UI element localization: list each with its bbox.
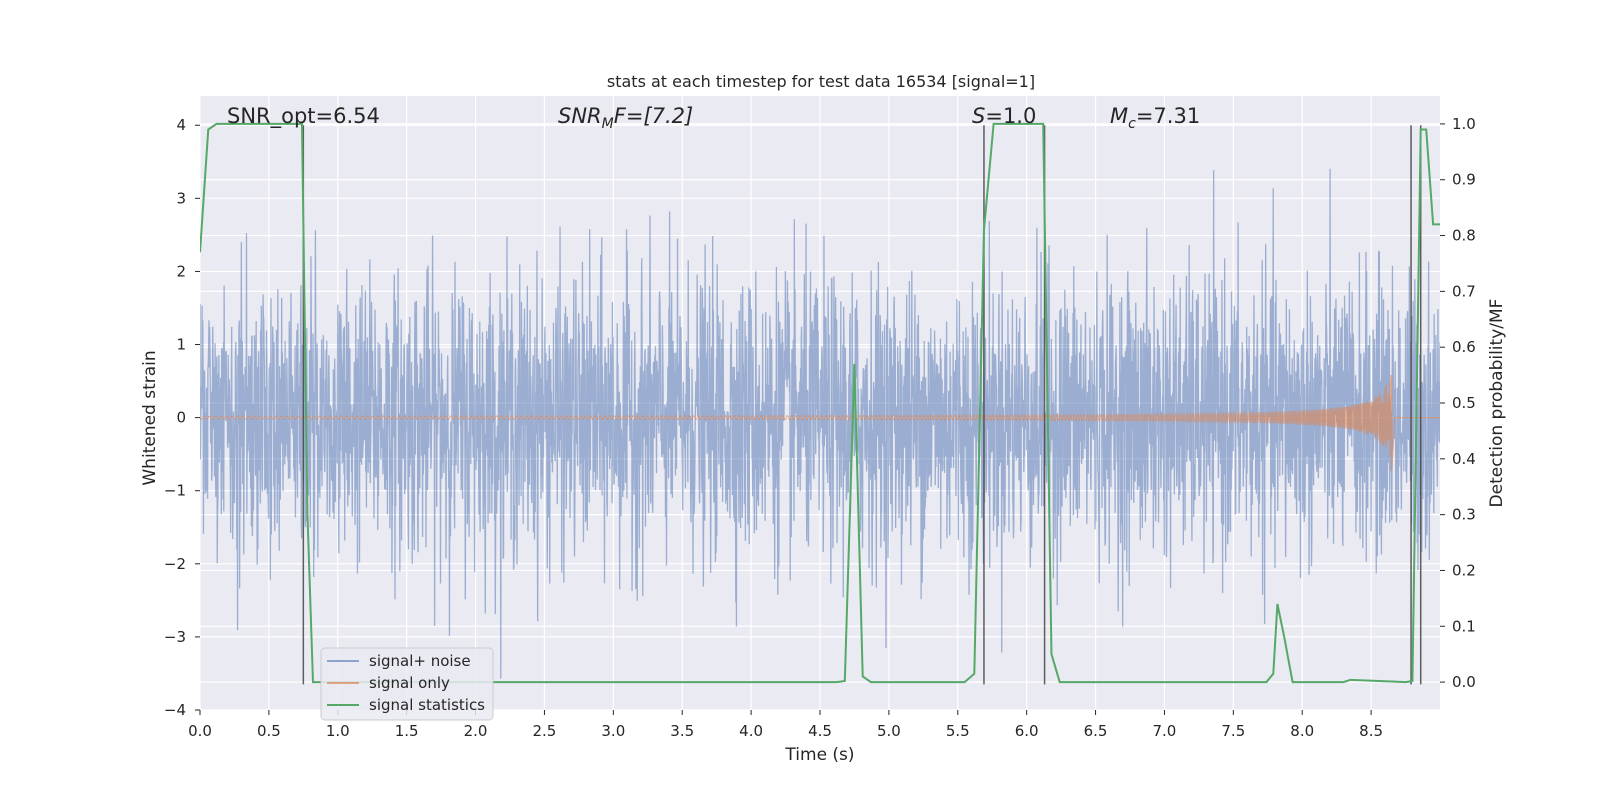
y2-tick-6: 0.6: [1452, 338, 1476, 356]
legend-label-signal-noise: signal+ noise: [369, 652, 471, 670]
y2-tick-5: 0.5: [1452, 394, 1476, 412]
x-tick-17: 8.5: [1359, 722, 1383, 740]
x-tick-11: 5.5: [946, 722, 970, 740]
annotation-s-symbol: S: [972, 104, 985, 128]
legend-label-signal-statistics: signal statistics: [369, 696, 485, 714]
annotation-snr-mf-rest: F=[7.2]: [614, 104, 693, 128]
y-tick-8: 4: [176, 116, 186, 134]
x-tick-3: 1.5: [395, 722, 419, 740]
series-signal-noise: [200, 168, 1440, 679]
x-tick-16: 8.0: [1290, 722, 1314, 740]
x-tick-5: 2.5: [533, 722, 557, 740]
x-tick-7: 3.5: [670, 722, 694, 740]
annotation-snr-mf-main: SNR: [558, 104, 602, 128]
y-tick-0: −4: [164, 701, 186, 719]
x-tick-0: 0.0: [188, 722, 212, 740]
y2-tick-0: 0.0: [1452, 673, 1476, 691]
y2-tick-7: 0.7: [1452, 282, 1476, 300]
annotation-snr-opt: SNR_opt=6.54: [227, 104, 380, 129]
y2-axis-label: Detection probability/MF: [1487, 299, 1507, 508]
x-tick-8: 4.0: [739, 722, 763, 740]
y2-tick-2: 0.2: [1452, 561, 1476, 579]
annotation-mc-symbol: M: [1110, 104, 1128, 128]
y2-tick-9: 0.9: [1452, 171, 1476, 189]
y-tick-2: −2: [164, 555, 186, 573]
legend: signal+ noise signal only signal statist…: [320, 647, 494, 721]
y2-tick-1: 0.1: [1452, 617, 1476, 635]
y-axis-ticks: −4 −3 −2 −1 0 1 2 3 4: [164, 116, 200, 719]
y2-tick-10: 1.0: [1452, 115, 1476, 133]
legend-box: [320, 647, 494, 721]
legend-label-signal-only: signal only: [369, 674, 450, 692]
annotation-snr-mf: SNRMF=[7.2]: [558, 104, 693, 132]
annotation-mc-sub: c: [1128, 116, 1136, 132]
x-tick-13: 6.5: [1084, 722, 1108, 740]
noise-line: [200, 168, 1440, 679]
annotation-s-value: =1.0: [985, 104, 1036, 128]
y-tick-6: 2: [176, 262, 186, 280]
y2-tick-8: 0.8: [1452, 227, 1476, 245]
x-tick-9: 4.5: [808, 722, 832, 740]
y-tick-4: 0: [176, 409, 186, 427]
y-axis-label: Whitened strain: [140, 350, 160, 485]
x-tick-15: 7.5: [1221, 722, 1245, 740]
series-signal-only: [200, 374, 1440, 471]
x-tick-12: 6.0: [1015, 722, 1039, 740]
x-tick-1: 0.5: [257, 722, 281, 740]
x-axis-label: Time (s): [784, 745, 854, 765]
chart-title: stats at each timestep for test data 165…: [607, 72, 1035, 91]
x-tick-14: 7.0: [1153, 722, 1177, 740]
x-tick-6: 3.0: [601, 722, 625, 740]
x-tick-4: 2.0: [464, 722, 488, 740]
y-tick-5: 1: [176, 336, 186, 354]
x-tick-10: 5.0: [877, 722, 901, 740]
annotation-mc-value: =7.31: [1136, 104, 1200, 128]
x-axis-ticks: 0.0 0.5 1.0 1.5 2.0 2.5 3.0 3.5 4.0 4.5 5.0 5.5 6.0 6…: [188, 710, 1383, 740]
annotation-snr-mf-sub: M: [602, 116, 614, 132]
y2-axis-ticks: 0.0 0.1 0.2 0.3 0.4 0.5 0.6 0.7 0.8 0.9 1.0: [1440, 115, 1476, 691]
annotation-s: S=1.0: [972, 104, 1036, 128]
y2-tick-4: 0.4: [1452, 450, 1476, 468]
signal-line: [200, 374, 1440, 471]
annotation-mc: Mc=7.31: [1110, 104, 1200, 132]
x-tick-2: 1.0: [326, 722, 350, 740]
y-tick-1: −3: [164, 628, 186, 646]
y-tick-7: 3: [176, 189, 186, 207]
y-tick-3: −1: [164, 482, 186, 500]
y2-tick-3: 0.3: [1452, 506, 1476, 524]
